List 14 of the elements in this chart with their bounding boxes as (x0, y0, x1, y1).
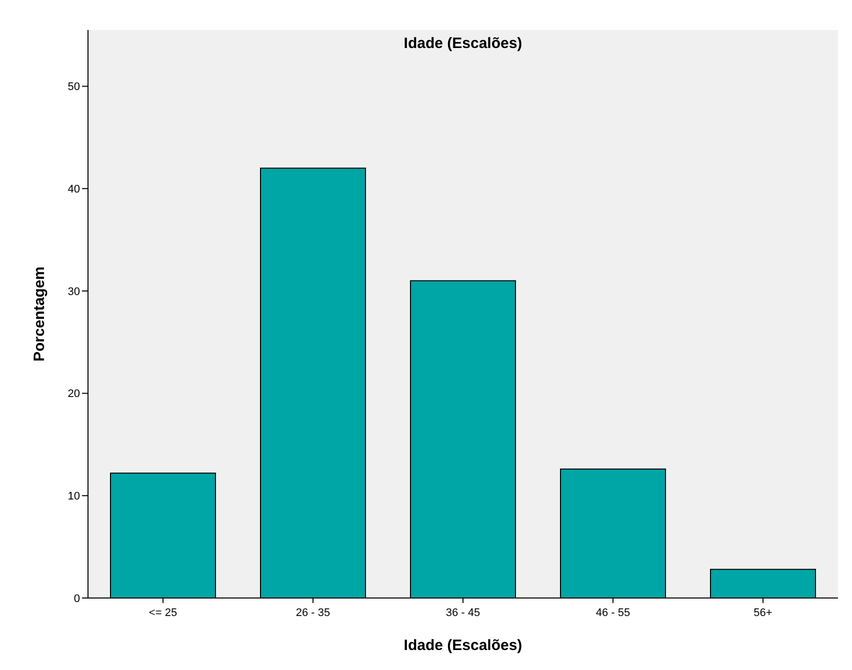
x-tick-label: 56+ (754, 607, 772, 619)
y-tick-label: 40 (68, 183, 80, 196)
y-tick-label: 10 (68, 490, 80, 503)
x-tick-label: 46 - 55 (596, 607, 630, 619)
chart-title: Idade (Escalões) (404, 35, 522, 52)
y-tick-label: 30 (68, 286, 80, 298)
y-tick-label: 20 (68, 388, 80, 400)
x-tick-label: <= 25 (148, 607, 178, 619)
y-tick-label: 0 (74, 592, 80, 605)
y-tick-label: 50 (68, 81, 80, 94)
x-tick-label: 26 - 35 (296, 607, 330, 619)
y-axis-title: Porcentagem (31, 266, 48, 362)
x-tick-label: 36 - 45 (446, 607, 480, 619)
x-axis-title: Idade (Escalões) (404, 637, 522, 654)
